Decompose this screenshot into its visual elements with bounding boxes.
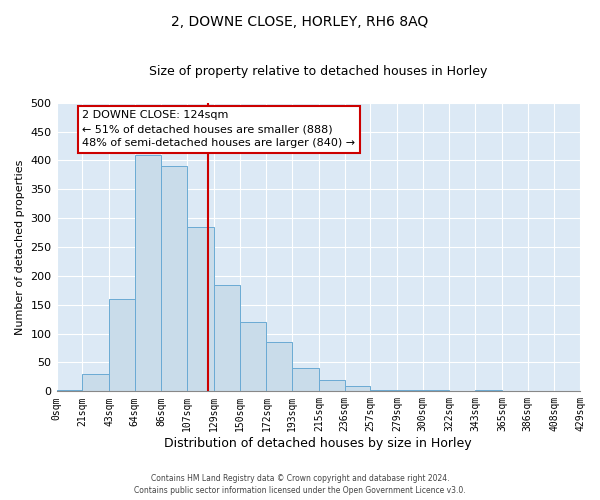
- Bar: [214, 284, 239, 392]
- Bar: [109, 299, 134, 392]
- Bar: [134, 154, 161, 392]
- Bar: [422, 390, 449, 392]
- Bar: [370, 390, 397, 392]
- Bar: [319, 380, 344, 392]
- Bar: [266, 342, 292, 392]
- Bar: [56, 390, 82, 392]
- Bar: [397, 390, 422, 392]
- Bar: [239, 322, 266, 392]
- Text: 2, DOWNE CLOSE, HORLEY, RH6 8AQ: 2, DOWNE CLOSE, HORLEY, RH6 8AQ: [172, 15, 428, 29]
- Y-axis label: Number of detached properties: Number of detached properties: [15, 160, 25, 334]
- Bar: [344, 386, 370, 392]
- Text: Contains HM Land Registry data © Crown copyright and database right 2024.
Contai: Contains HM Land Registry data © Crown c…: [134, 474, 466, 495]
- Bar: [161, 166, 187, 392]
- X-axis label: Distribution of detached houses by size in Horley: Distribution of detached houses by size …: [164, 437, 472, 450]
- Bar: [187, 227, 214, 392]
- Text: 2 DOWNE CLOSE: 124sqm
← 51% of detached houses are smaller (888)
48% of semi-det: 2 DOWNE CLOSE: 124sqm ← 51% of detached …: [82, 110, 355, 148]
- Bar: [292, 368, 319, 392]
- Bar: [82, 374, 109, 392]
- Bar: [475, 390, 502, 392]
- Title: Size of property relative to detached houses in Horley: Size of property relative to detached ho…: [149, 65, 487, 78]
